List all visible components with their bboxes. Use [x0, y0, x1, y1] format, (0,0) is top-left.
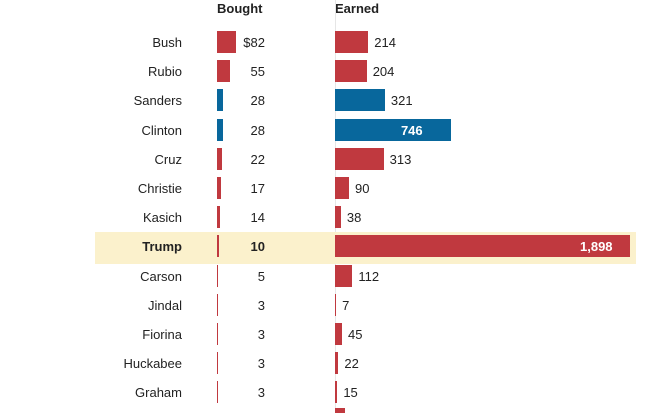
row-sanders: Sanders 28 321 [0, 87, 648, 116]
bought-bar [217, 235, 220, 258]
earned-bar [335, 206, 341, 229]
candidate-name: Fiorina [142, 327, 182, 342]
bought-bar [217, 177, 221, 199]
bought-bar [217, 352, 218, 375]
earned-value-label: 112 [358, 268, 380, 284]
candidate-name: Huckabee [123, 356, 182, 372]
earned-column-header: Earned [335, 1, 380, 16]
candidate-name: Christie [137, 181, 182, 196]
earned-bar [335, 177, 349, 199]
row-trump: Trump 10 1,898 [0, 232, 648, 265]
candidate-name: Bush [152, 35, 182, 50]
bought-bar [217, 60, 230, 83]
bought-value-label: $82 [243, 35, 265, 50]
row-kasich: Kasich 14 38 [0, 204, 648, 233]
earned-bar [335, 235, 630, 258]
earned-value-label: 22 [344, 356, 359, 372]
earned-bar [335, 147, 384, 170]
earned-value-label: 15 [343, 385, 358, 401]
candidate-name: Jindal [148, 297, 182, 313]
earned-value-label: 1,898 [580, 239, 613, 255]
bought-value-label: 55 [250, 64, 265, 80]
bought-value-label: 22 [250, 151, 265, 167]
bought-value-label: 3 [257, 327, 265, 342]
earned-bar [335, 293, 337, 316]
bought-bar [217, 89, 224, 112]
row-jindal: Jindal 3 7 [0, 292, 648, 321]
bought-value-label: 3 [257, 297, 265, 313]
bought-bar [217, 206, 221, 229]
row-graham: Graham 3 15 [0, 379, 648, 408]
earned-value-label: 204 [372, 64, 395, 80]
bought-value-label: 28 [250, 122, 265, 138]
bought-value-label: 10 [250, 239, 265, 255]
row-cruz: Cruz 22 313 [0, 146, 648, 175]
candidate-name: Trump [142, 239, 182, 255]
earned-value-label: 45 [347, 327, 363, 342]
row-rubio: Rubio 55 204 [0, 58, 648, 87]
bought-bar [217, 264, 219, 287]
earned-value-label: 90 [354, 181, 370, 196]
earned-value-label: 321 [390, 93, 413, 109]
candidate-name: Clinton [141, 122, 182, 138]
bought-value-label: 3 [257, 385, 265, 401]
bought-value-label: 3 [257, 356, 265, 372]
candidate-name: Carson [140, 268, 182, 284]
bought-value-label: 14 [250, 210, 265, 226]
earned-value-label: 214 [374, 35, 396, 50]
row-carson: Carson 5 112 [0, 263, 648, 292]
bought-bar [217, 381, 218, 404]
bought-value-label: 28 [250, 93, 265, 109]
earned-bar [335, 89, 385, 112]
row-huckabee: Huckabee 3 22 [0, 350, 648, 379]
candidate-name: Cruz [154, 151, 182, 167]
earned-value-label: 7 [342, 297, 350, 313]
earned-value-label: 313 [389, 151, 412, 167]
row-christie: Christie 17 90 [0, 175, 648, 204]
earned-bar [335, 352, 339, 375]
row-clinton: Clinton 28 746 [0, 117, 648, 146]
row-bush: Bush $82 214 [0, 29, 648, 58]
bought-bar [217, 293, 218, 316]
row-fiorina: Fiorina 3 45 [0, 321, 648, 350]
earned-value-label: 746 [400, 122, 423, 138]
bought-bar [217, 147, 223, 170]
earned-bar [335, 60, 367, 83]
bought-bar [217, 118, 224, 141]
candidate-name: Rubio [148, 64, 182, 80]
bought-column-header: Bought [217, 1, 263, 16]
earned-bar [335, 381, 338, 404]
candidate-name: Sanders [133, 93, 182, 109]
bought-value-label: 17 [250, 181, 265, 196]
candidate-name: Graham [135, 385, 182, 401]
earned-bar [335, 264, 353, 287]
bought-value-label: 5 [257, 268, 265, 284]
earned-bar-cutoff [335, 408, 345, 413]
earned-bar [335, 31, 369, 53]
earned-bar [335, 118, 451, 141]
bought-bar [217, 323, 218, 345]
earned-value-label: 38 [346, 210, 362, 226]
candidate-name: Kasich [142, 210, 182, 226]
earned-bar [335, 323, 342, 345]
bought-bar [217, 31, 236, 53]
